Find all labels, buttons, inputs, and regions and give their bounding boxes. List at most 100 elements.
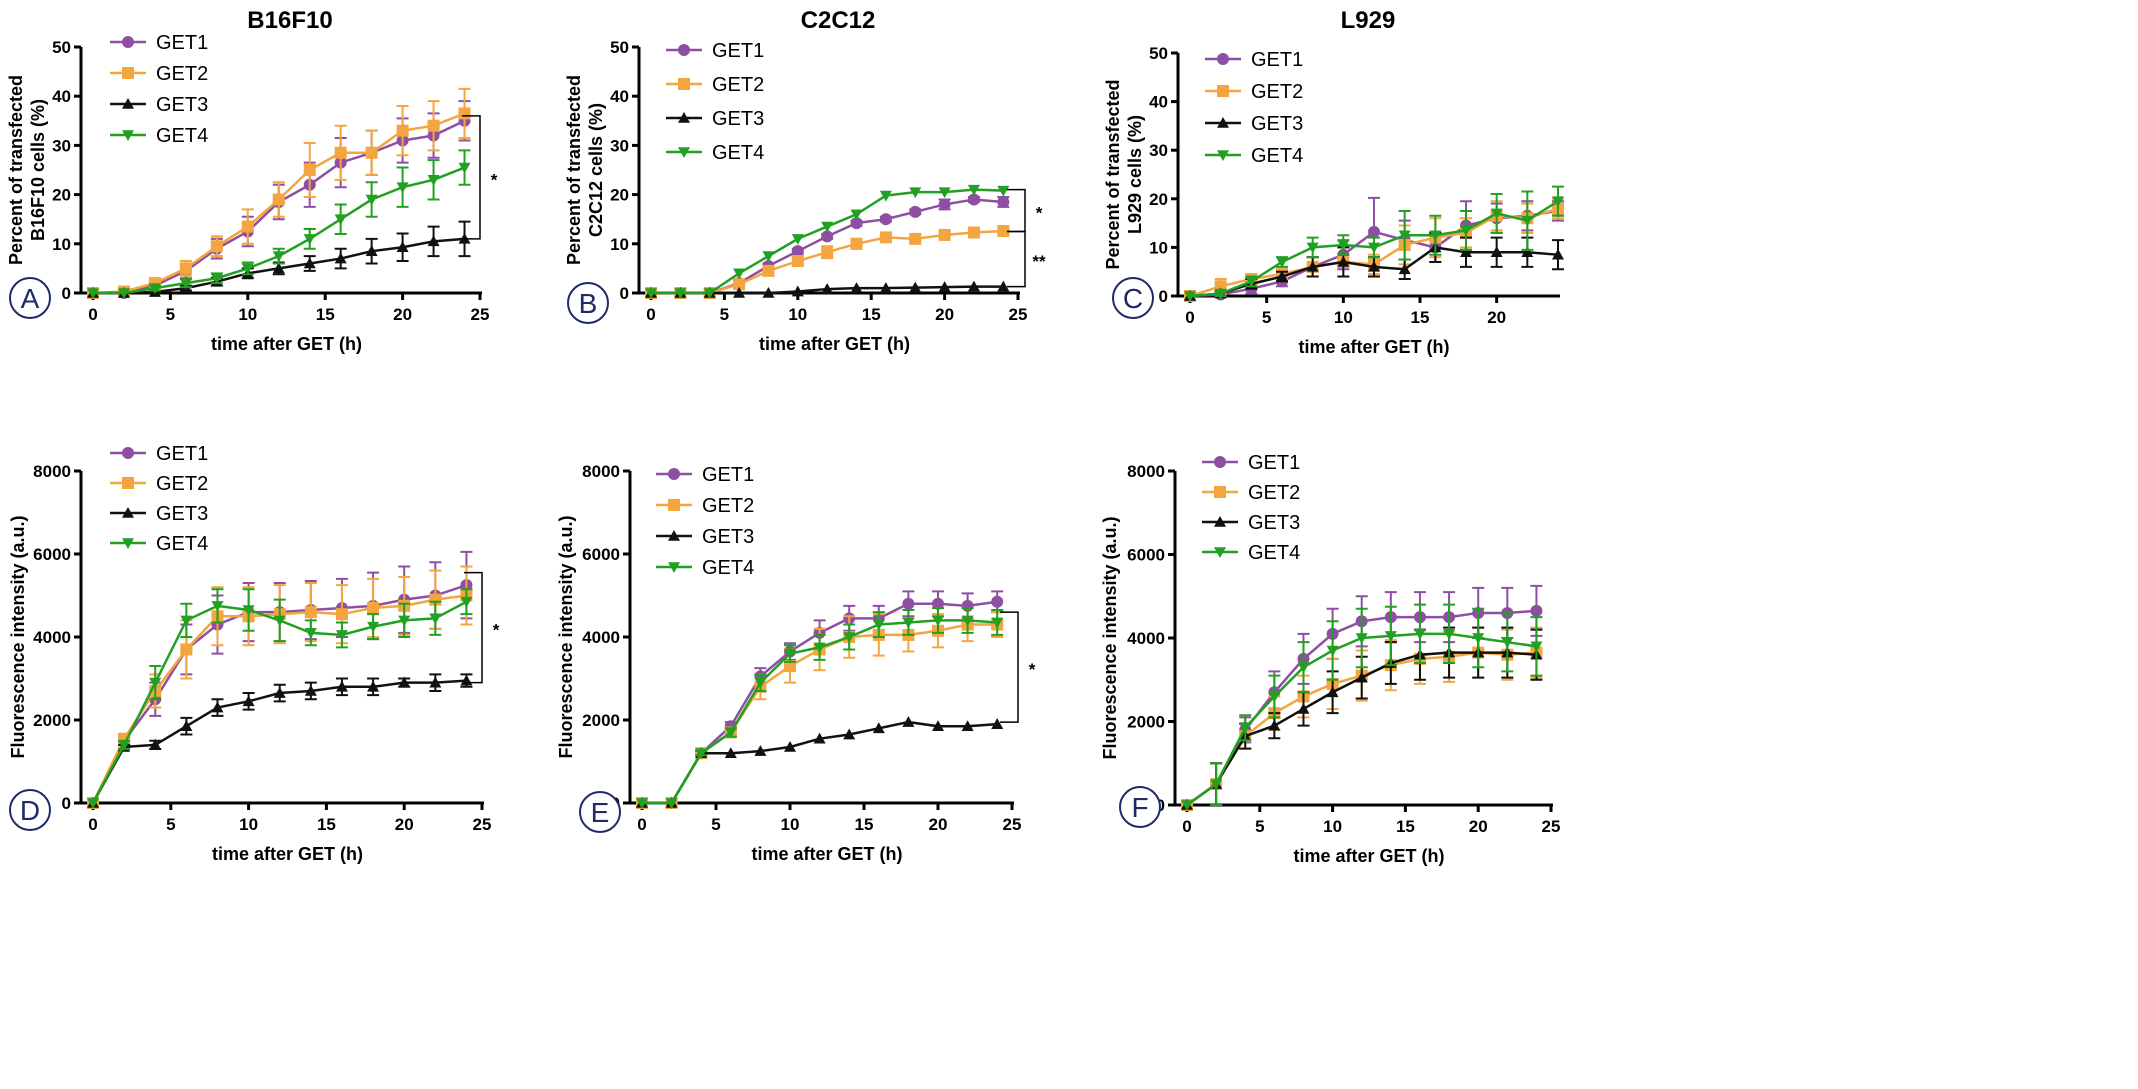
significance-bracket — [464, 571, 483, 684]
data-point — [784, 660, 796, 673]
data-point — [1472, 633, 1485, 644]
data-point — [695, 748, 708, 760]
legend-label: GET4 — [1248, 542, 1300, 564]
series-get3 — [636, 716, 1004, 808]
x-tick-label: 10 — [238, 305, 257, 324]
data-point — [1530, 604, 1543, 617]
data-point — [1552, 196, 1564, 208]
data-point — [272, 251, 285, 263]
legend-marker — [1217, 117, 1229, 128]
data-point — [1181, 800, 1193, 811]
data-point — [909, 187, 922, 199]
significance-label: * — [1029, 660, 1036, 679]
panel-letter-circle — [567, 282, 609, 324]
data-point — [762, 251, 775, 263]
y-tick-label: 2000 — [582, 711, 620, 730]
legend-item-get3: GET3 — [656, 526, 754, 548]
data-point — [813, 642, 826, 654]
legend-marker — [1217, 53, 1229, 65]
y-tick-label: 20 — [1149, 190, 1168, 209]
data-point — [1326, 645, 1339, 657]
data-point — [334, 252, 347, 264]
legend-marker — [1217, 85, 1229, 97]
y-tick-label: 8000 — [1127, 462, 1165, 481]
legend-marker — [1214, 547, 1226, 558]
legend-marker — [668, 530, 680, 541]
y-tick-label: 0 — [1159, 287, 1168, 306]
x-axis-label: time after GET (h) — [212, 844, 363, 864]
x-axis-label: time after GET (h) — [1293, 846, 1444, 866]
legend-item-get3: GET3 — [1205, 113, 1303, 135]
data-point — [148, 283, 161, 295]
data-point — [997, 280, 1010, 292]
data-point — [1398, 263, 1411, 275]
data-point — [179, 278, 192, 290]
data-point — [909, 281, 922, 293]
data-point — [180, 720, 193, 732]
legend-marker — [678, 78, 690, 90]
x-tick-label: 20 — [393, 305, 412, 324]
x-tick-label: 20 — [1487, 308, 1506, 327]
data-point — [991, 617, 1004, 629]
data-point — [241, 263, 254, 275]
x-tick-label: 0 — [646, 305, 655, 324]
data-point — [1501, 637, 1514, 649]
data-point — [87, 798, 99, 809]
data-point — [273, 615, 286, 627]
x-tick-label: 0 — [88, 815, 97, 834]
data-point — [460, 596, 473, 608]
data-point — [902, 597, 915, 610]
x-tick-label: 5 — [1262, 308, 1271, 327]
legend-label: GET1 — [712, 40, 764, 62]
panel-letter: C — [1123, 283, 1143, 314]
x-tick-label: 25 — [1009, 305, 1028, 324]
data-point — [1530, 641, 1543, 653]
y-tick-label: 40 — [610, 87, 629, 106]
data-point — [1297, 662, 1310, 674]
legend-label: GET3 — [1251, 113, 1303, 135]
data-point — [1306, 260, 1319, 272]
x-tick-label: 0 — [88, 305, 97, 324]
data-point — [117, 288, 130, 299]
x-axis-label: time after GET (h) — [751, 844, 902, 864]
legend-label: GET3 — [712, 108, 764, 130]
data-point — [427, 235, 440, 247]
panel-letter-circle — [1112, 277, 1154, 319]
data-point — [791, 285, 804, 297]
x-tick-label: 0 — [637, 815, 646, 834]
x-axis-label: time after GET (h) — [211, 334, 362, 354]
y-axis-label: Fluorescence intensity (a.u.) — [556, 515, 576, 758]
data-point — [961, 615, 974, 627]
panel-d: 0 2000 4000 6000 8000 0 5 10 15 20 25 time after GE… — [8, 443, 500, 864]
data-point — [902, 617, 915, 629]
legend-marker — [122, 130, 134, 141]
legend-label: GET2 — [1251, 81, 1303, 103]
legend-label: GET3 — [1248, 512, 1300, 534]
data-point — [1306, 242, 1319, 254]
legend-label: GET3 — [702, 526, 754, 548]
panel-letter: A — [21, 283, 40, 314]
data-point — [938, 228, 951, 241]
series-get4 — [636, 606, 1004, 809]
data-point — [724, 747, 737, 758]
data-point — [458, 162, 471, 174]
data-point — [273, 687, 286, 698]
data-point — [396, 241, 409, 253]
data-point — [991, 595, 1004, 608]
data-point — [334, 146, 347, 159]
data-point — [1276, 257, 1288, 268]
legend-marker — [668, 468, 680, 480]
y-axis-label: C2C12 cells (%) — [586, 103, 606, 237]
x-tick-label: 15 — [1411, 308, 1430, 327]
y-axis-label: Percent of transfected — [564, 75, 584, 265]
data-point — [821, 221, 834, 233]
y-axis-label: B16F10 cells (%) — [28, 99, 48, 241]
y-tick-label: 6000 — [582, 545, 620, 564]
legend-item-get1: GET1 — [1202, 452, 1300, 474]
data-point — [272, 262, 285, 274]
data-point — [1337, 240, 1350, 251]
data-point — [791, 255, 804, 268]
data-point — [1398, 230, 1411, 242]
panel-letter: F — [1131, 792, 1148, 823]
